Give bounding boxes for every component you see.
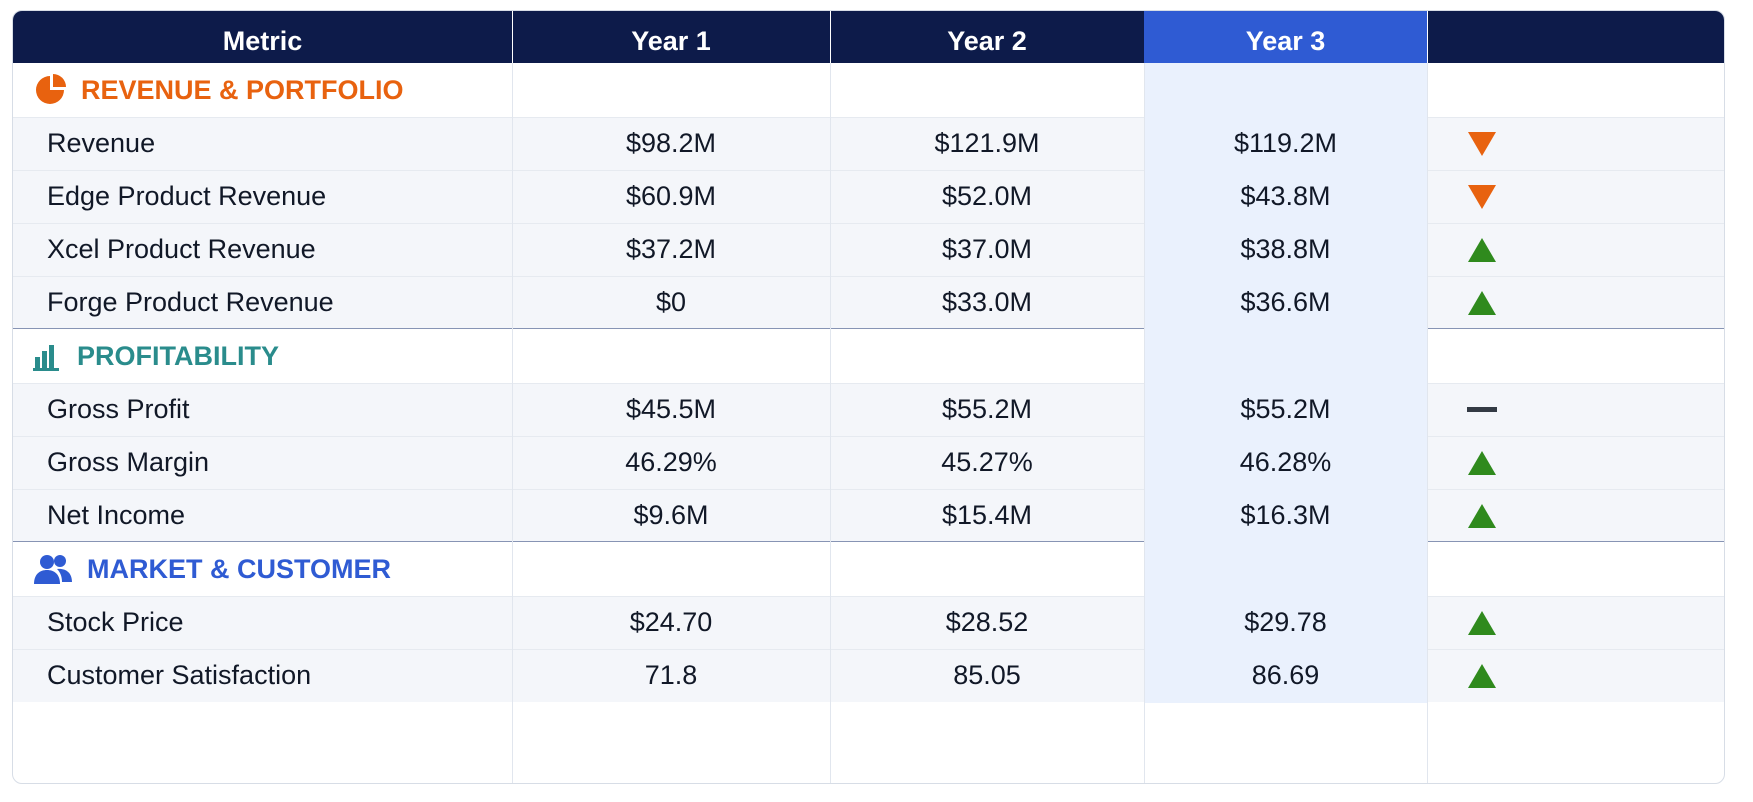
dash-shape — [1467, 407, 1497, 412]
header-metric[interactable]: Metric — [13, 11, 513, 72]
table-row[interactable] — [13, 649, 1724, 702]
metric-name: Revenue — [47, 128, 156, 158]
value-y2: $28.52 — [945, 607, 1029, 637]
value-y1: $45.5M — [625, 394, 717, 424]
value-y3: 46.28% — [1239, 447, 1332, 477]
metric-name: Gross Margin — [47, 447, 210, 477]
column-divider — [1144, 63, 1145, 783]
section-title: MARKET & CUSTOMER — [33, 542, 391, 596]
header-year-1[interactable]: Year 1 — [512, 11, 831, 72]
bar-chart-icon — [33, 341, 63, 371]
row-divider — [13, 596, 1724, 597]
value-y3: $43.8M — [1240, 181, 1331, 211]
row-divider — [13, 489, 1724, 490]
row-divider — [13, 383, 1724, 384]
trend-flat-icon — [1427, 383, 1537, 436]
column-divider — [512, 63, 513, 783]
trend-up-icon — [1427, 596, 1537, 649]
value-y3: $55.2M — [1240, 394, 1331, 424]
value-y3: 86.69 — [1251, 660, 1320, 690]
trend-up-icon — [1427, 489, 1537, 542]
column-divider — [1427, 63, 1428, 783]
metric-name: Net Income — [47, 500, 186, 530]
metric-name: Forge Product Revenue — [47, 287, 334, 317]
metric-name: Stock Price — [47, 607, 184, 637]
value-y2: $33.0M — [941, 287, 1033, 317]
value-y3: $38.8M — [1240, 234, 1331, 264]
section-title: PROFITABILITY — [33, 329, 279, 383]
metric-name: Edge Product Revenue — [47, 181, 327, 211]
section-title: REVENUE & PORTFOLIO — [33, 63, 404, 117]
column-divider — [830, 63, 831, 783]
value-y3: $36.6M — [1240, 287, 1331, 317]
value-y3: $16.3M — [1240, 500, 1331, 530]
users-icon — [33, 553, 73, 585]
value-y1: $9.6M — [633, 500, 709, 530]
triangle-down-shape — [1468, 131, 1496, 156]
triangle-up-shape — [1468, 663, 1496, 688]
section-title-label: MARKET & CUSTOMER — [87, 553, 392, 584]
metric-name: Gross Profit — [47, 394, 190, 424]
section-header-row — [13, 63, 1724, 117]
value-y2: $55.2M — [941, 394, 1033, 424]
metric-name: Customer Satisfaction — [47, 660, 312, 690]
table-row[interactable] — [13, 223, 1724, 276]
section-header-row — [13, 329, 1724, 383]
row-divider — [13, 117, 1724, 118]
header-year-3[interactable]: Year 3 — [1144, 11, 1428, 72]
table-row[interactable] — [13, 276, 1724, 329]
table-row[interactable] — [13, 436, 1724, 489]
value-y3: $119.2M — [1233, 128, 1338, 158]
metric-name: Xcel Product Revenue — [47, 234, 316, 264]
table-row[interactable] — [13, 170, 1724, 223]
metrics-table: Metric Year 1 Year 2 Year 3 REVENUE & PORTFO… — [12, 10, 1725, 784]
value-y1: $24.70 — [629, 607, 713, 637]
trend-up-icon — [1427, 276, 1537, 329]
year-3-column-highlight — [1144, 63, 1427, 703]
trend-up-icon — [1427, 223, 1537, 276]
value-y1: $60.9M — [625, 181, 717, 211]
section-header-row — [13, 542, 1724, 596]
section-title-label: PROFITABILITY — [77, 340, 279, 371]
triangle-up-shape — [1468, 503, 1496, 528]
triangle-up-shape — [1468, 237, 1496, 262]
value-y2: $37.0M — [941, 234, 1033, 264]
trend-down-icon — [1427, 117, 1537, 170]
table-row[interactable] — [13, 383, 1724, 436]
row-divider — [13, 276, 1724, 277]
table-header: Metric Year 1 Year 2 Year 3 — [13, 11, 1724, 72]
table-row[interactable] — [13, 117, 1724, 170]
triangle-down-shape — [1468, 184, 1496, 209]
trend-down-icon — [1427, 170, 1537, 223]
table-row[interactable] — [13, 489, 1724, 542]
value-y1: $0 — [655, 287, 687, 317]
value-y1: 46.29% — [625, 447, 717, 477]
value-y2: 45.27% — [941, 447, 1033, 477]
value-y1: $98.2M — [625, 128, 717, 158]
value-y3: $29.78 — [1244, 607, 1327, 637]
triangle-up-shape — [1468, 290, 1496, 315]
table-row[interactable] — [13, 596, 1724, 649]
row-divider — [13, 649, 1724, 650]
triangle-up-shape — [1468, 450, 1496, 475]
section-title-label: REVENUE & PORTFOLIO — [81, 74, 404, 105]
row-divider — [13, 436, 1724, 437]
row-divider — [13, 170, 1724, 171]
value-y2: 85.05 — [953, 660, 1021, 690]
trend-up-icon — [1427, 649, 1537, 702]
row-divider — [13, 223, 1724, 224]
value-y2: $121.9M — [934, 128, 1040, 158]
value-y2: $52.0M — [941, 181, 1033, 211]
trend-up-icon — [1427, 436, 1537, 489]
value-y2: $15.4M — [941, 500, 1033, 530]
pie-chart-icon — [33, 73, 67, 107]
value-y1: 71.8 — [644, 660, 698, 690]
triangle-up-shape — [1468, 610, 1496, 635]
value-y1: $37.2M — [625, 234, 717, 264]
